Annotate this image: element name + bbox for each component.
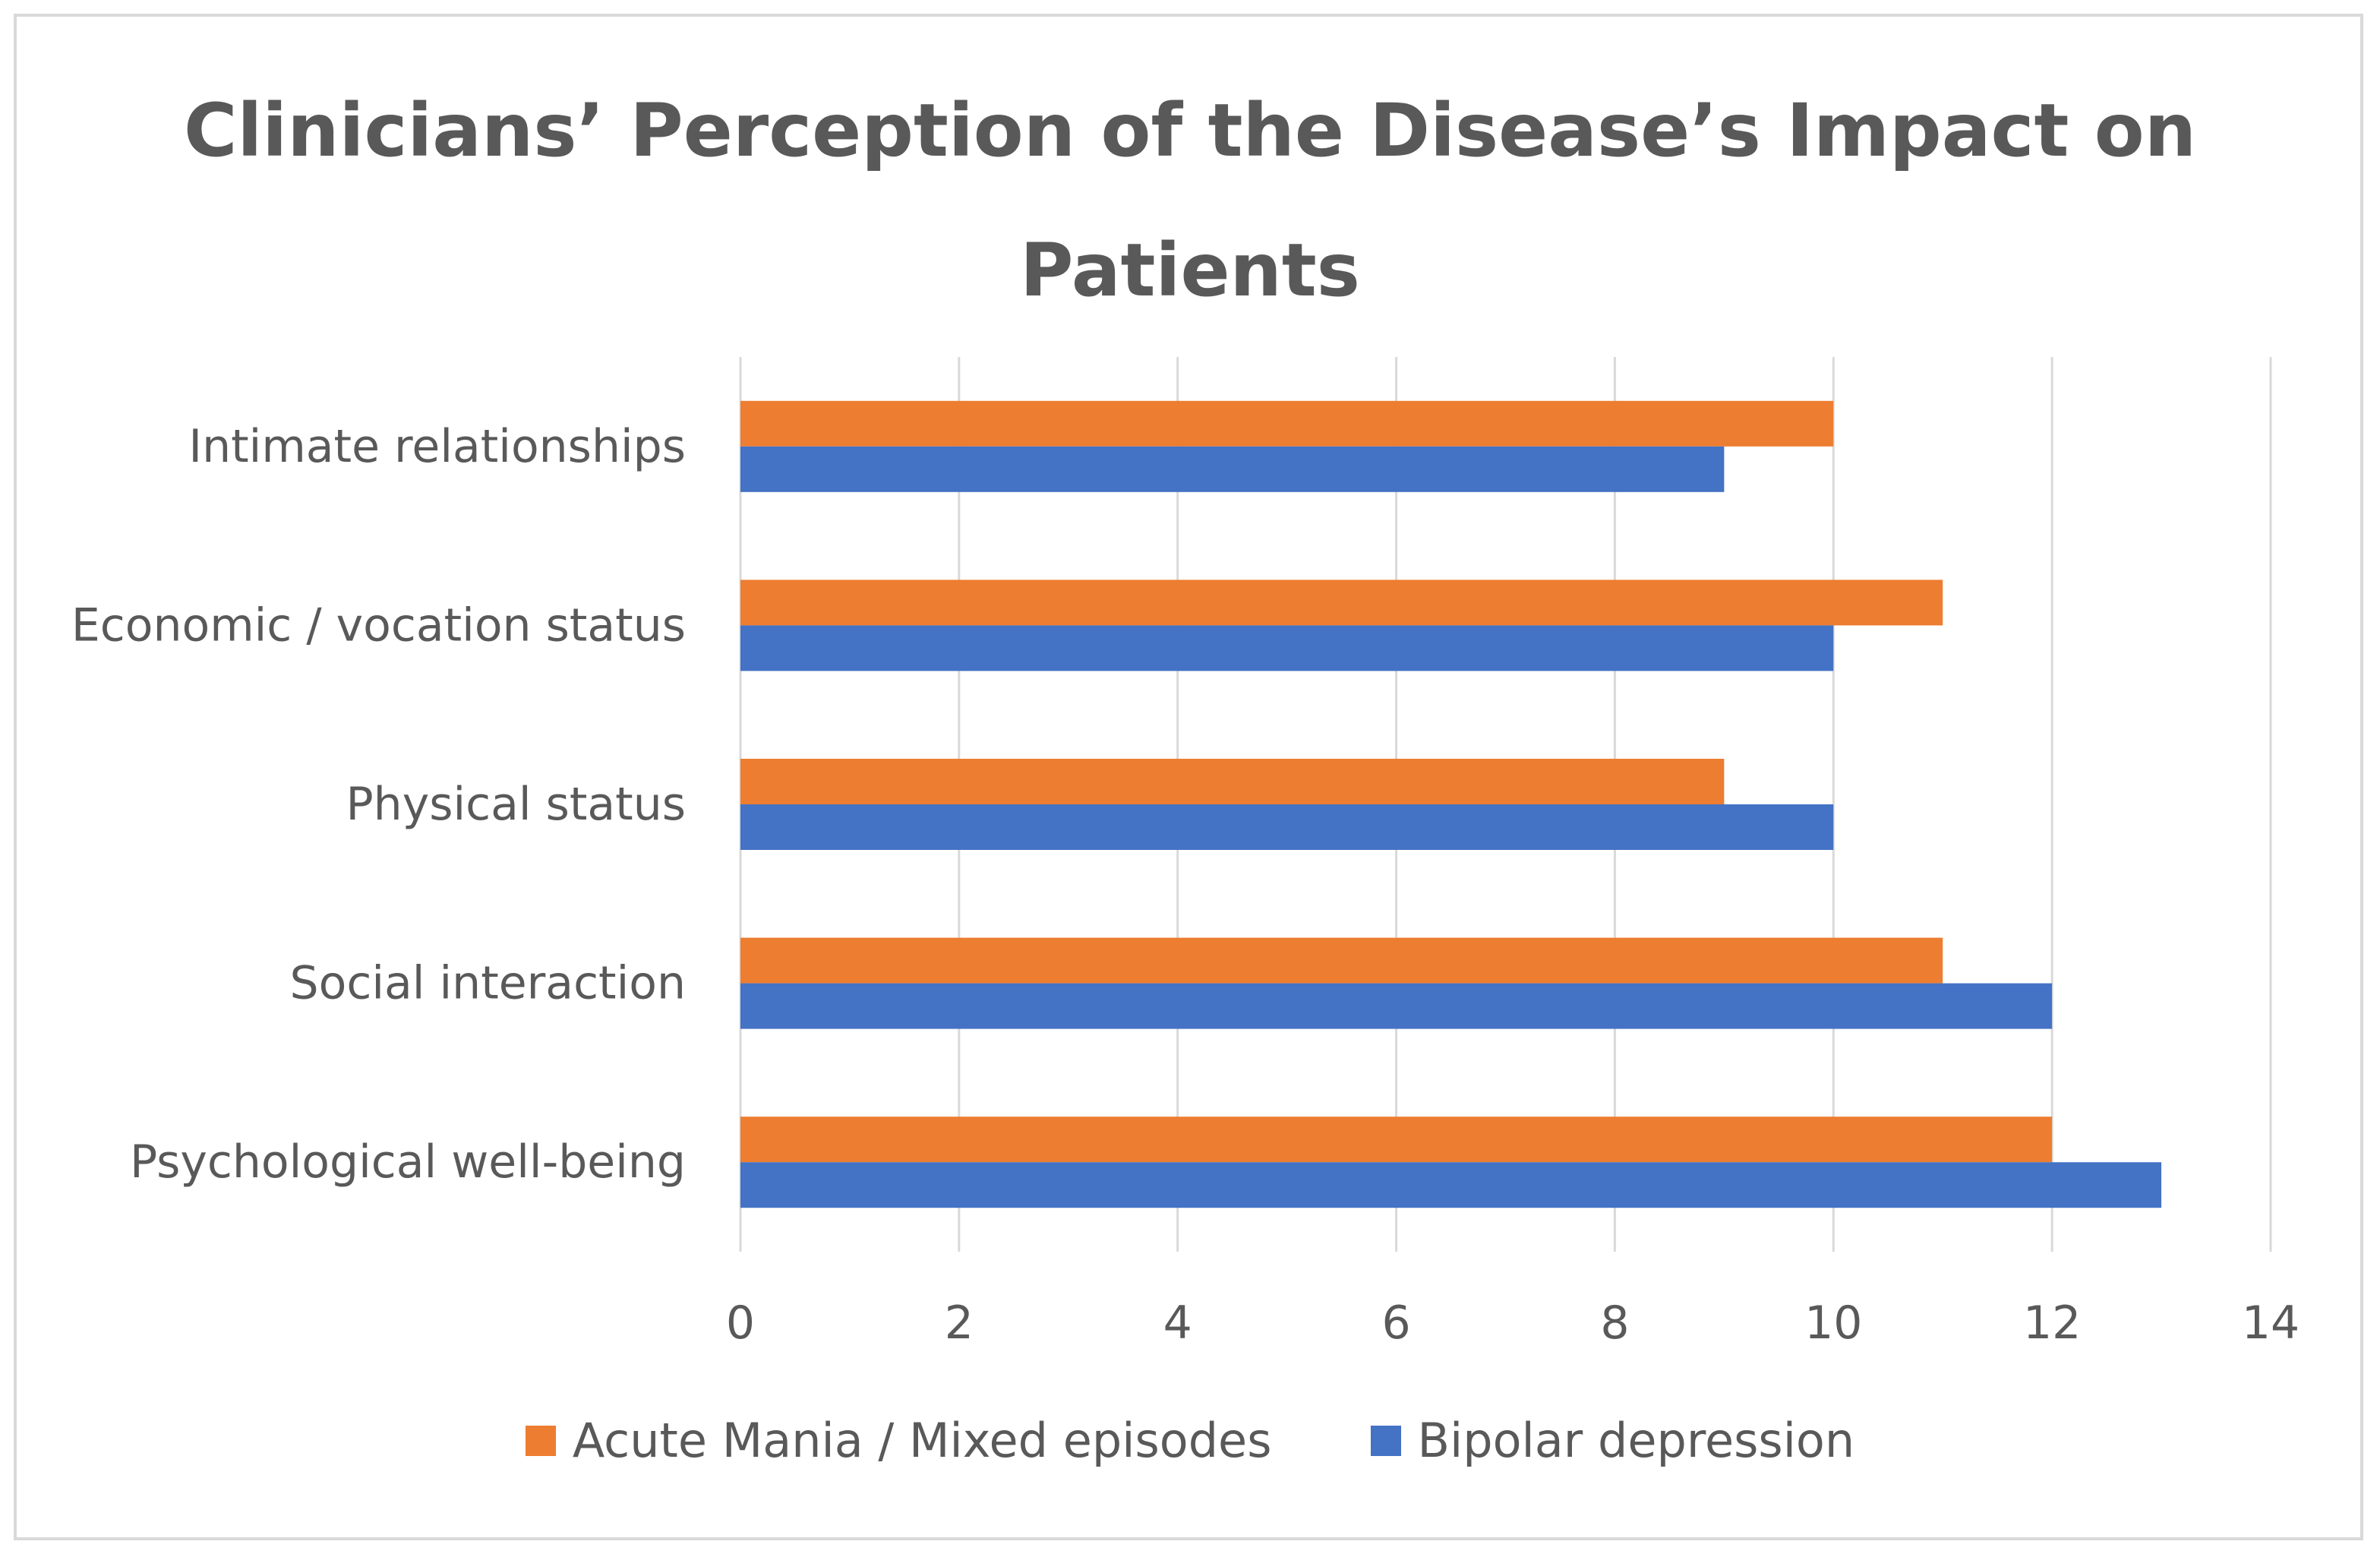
category-label-economic-vocation-status: Economic / vocation status (71, 599, 686, 652)
chart-title-line-1: Clinicians’ Perception of the Disease’s … (183, 88, 2197, 173)
category-label-social-interaction: Social interaction (290, 957, 686, 1010)
category-label-intimate-relationships: Intimate relationships (188, 420, 686, 473)
bar-acute-mania-mixed-episodes-physical-status (740, 759, 1725, 804)
bar-bipolar-depression-social-interaction (740, 983, 2053, 1029)
chart-title: Clinicians’ Perception of the Disease’s … (0, 61, 2380, 340)
bar-acute-mania-mixed-episodes-psychological-well-being (740, 1117, 2053, 1163)
category-label-physical-status: Physical status (346, 778, 686, 831)
x-tick-label-4: 4 (1163, 1297, 1192, 1350)
chart-title-line-2: Patients (1020, 228, 1360, 313)
category-label-psychological-well-being: Psychological well-being (130, 1135, 686, 1189)
legend-swatch-acute-mania (525, 1425, 556, 1456)
x-tick-label-2: 2 (945, 1297, 974, 1350)
bar-acute-mania-mixed-episodes-intimate-relationships (740, 400, 1834, 447)
legend-item-bipolar-depression: Bipolar depression (1370, 1413, 1855, 1468)
bar-bipolar-depression-intimate-relationships (740, 446, 1725, 492)
x-tick-label-10: 10 (1804, 1297, 1862, 1350)
legend-label-acute-mania: Acute Mania / Mixed episodes (572, 1413, 1272, 1468)
x-tick-label-6: 6 (1381, 1297, 1410, 1350)
x-tick-label-12: 12 (2023, 1297, 2081, 1350)
chart-legend: Acute Mania / Mixed episodes Bipolar dep… (0, 1413, 2380, 1468)
bar-bipolar-depression-psychological-well-being (740, 1162, 2162, 1208)
legend-item-acute-mania: Acute Mania / Mixed episodes (525, 1413, 1272, 1468)
bar-bipolar-depression-economic-vocation-status (740, 625, 1834, 671)
legend-swatch-bipolar-depression (1370, 1425, 1401, 1456)
x-tick-label-0: 0 (726, 1297, 755, 1350)
legend-label-bipolar-depression: Bipolar depression (1417, 1413, 1855, 1468)
x-tick-label-8: 8 (1600, 1297, 1629, 1350)
bar-bipolar-depression-physical-status (740, 804, 1834, 850)
bar-acute-mania-mixed-episodes-social-interaction (740, 937, 1943, 984)
bar-acute-mania-mixed-episodes-economic-vocation-status (740, 580, 1943, 626)
x-tick-label-14: 14 (2242, 1297, 2300, 1350)
